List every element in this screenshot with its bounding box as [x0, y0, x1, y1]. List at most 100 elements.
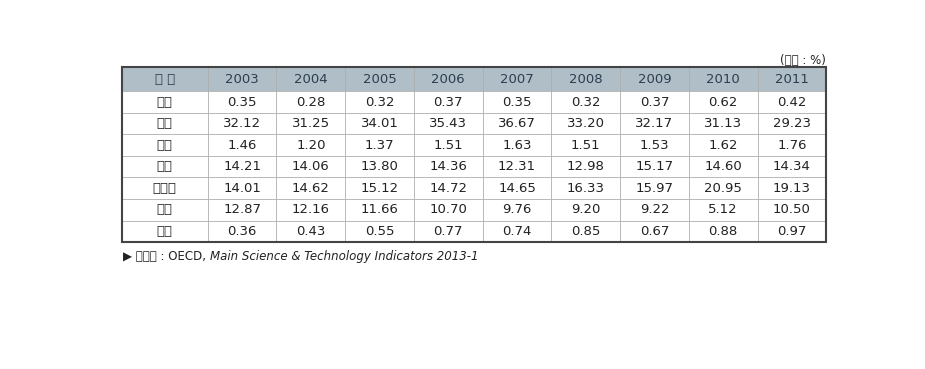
- Bar: [551, 68, 620, 91]
- Text: 36.67: 36.67: [498, 117, 536, 130]
- Text: 영국: 영국: [156, 203, 173, 216]
- Bar: [277, 91, 345, 113]
- Bar: [620, 68, 689, 91]
- Text: 15.17: 15.17: [635, 160, 673, 173]
- Text: 0.43: 0.43: [296, 225, 326, 238]
- Bar: [122, 177, 208, 199]
- Text: 31.25: 31.25: [291, 117, 330, 130]
- Bar: [689, 156, 758, 177]
- Bar: [758, 91, 826, 113]
- Text: 12.87: 12.87: [223, 203, 261, 216]
- Text: 2006: 2006: [431, 73, 465, 86]
- Text: 16.33: 16.33: [567, 182, 605, 195]
- Text: 33.20: 33.20: [567, 117, 605, 130]
- Bar: [345, 134, 413, 156]
- Bar: [551, 177, 620, 199]
- Text: 11.66: 11.66: [361, 203, 399, 216]
- Text: 9.20: 9.20: [571, 203, 600, 216]
- Bar: [620, 156, 689, 177]
- Bar: [483, 177, 551, 199]
- Bar: [483, 199, 551, 221]
- Bar: [483, 91, 551, 113]
- Bar: [413, 91, 483, 113]
- Text: 2010: 2010: [707, 73, 740, 86]
- Bar: [620, 177, 689, 199]
- Text: 12.31: 12.31: [498, 160, 536, 173]
- Text: 1.63: 1.63: [502, 139, 532, 152]
- Bar: [208, 177, 277, 199]
- Text: 0.67: 0.67: [640, 225, 669, 238]
- Text: 32.12: 32.12: [223, 117, 261, 130]
- Bar: [689, 177, 758, 199]
- Text: 29.23: 29.23: [773, 117, 811, 130]
- Text: 20.95: 20.95: [704, 182, 742, 195]
- Text: 10.70: 10.70: [429, 203, 467, 216]
- Text: 0.35: 0.35: [502, 96, 532, 108]
- Bar: [620, 113, 689, 134]
- Bar: [413, 221, 483, 242]
- Text: 0.88: 0.88: [709, 225, 738, 238]
- Text: 1.37: 1.37: [364, 139, 394, 152]
- Bar: [620, 199, 689, 221]
- Bar: [122, 68, 826, 242]
- Bar: [277, 199, 345, 221]
- Bar: [413, 199, 483, 221]
- Text: 0.28: 0.28: [296, 96, 326, 108]
- Bar: [345, 199, 413, 221]
- Bar: [277, 68, 345, 91]
- Bar: [483, 113, 551, 134]
- Bar: [689, 68, 758, 91]
- Bar: [758, 134, 826, 156]
- Text: 0.97: 0.97: [777, 225, 807, 238]
- Bar: [758, 68, 826, 91]
- Bar: [345, 113, 413, 134]
- Bar: [277, 177, 345, 199]
- Text: 5.12: 5.12: [709, 203, 738, 216]
- Text: 0.37: 0.37: [640, 96, 669, 108]
- Text: 2011: 2011: [775, 73, 808, 86]
- Bar: [122, 199, 208, 221]
- Bar: [122, 113, 208, 134]
- Bar: [122, 91, 208, 113]
- Bar: [208, 156, 277, 177]
- Bar: [483, 221, 551, 242]
- Text: 중국: 중국: [156, 225, 173, 238]
- Text: 2004: 2004: [294, 73, 327, 86]
- Bar: [208, 134, 277, 156]
- Bar: [345, 221, 413, 242]
- Text: 2008: 2008: [569, 73, 602, 86]
- Text: 1.51: 1.51: [571, 139, 600, 152]
- Text: 1.20: 1.20: [296, 139, 326, 152]
- Text: 0.32: 0.32: [571, 96, 600, 108]
- Bar: [483, 68, 551, 91]
- Text: 0.77: 0.77: [434, 225, 463, 238]
- Text: 14.62: 14.62: [292, 182, 330, 195]
- Bar: [483, 134, 551, 156]
- Bar: [551, 134, 620, 156]
- Text: 1.51: 1.51: [434, 139, 463, 152]
- Bar: [208, 221, 277, 242]
- Bar: [277, 113, 345, 134]
- Text: 14.01: 14.01: [223, 182, 261, 195]
- Text: 0.36: 0.36: [228, 225, 257, 238]
- Text: 2003: 2003: [225, 73, 259, 86]
- Text: 31.13: 31.13: [704, 117, 742, 130]
- Text: 0.62: 0.62: [709, 96, 738, 108]
- Text: 1.53: 1.53: [640, 139, 670, 152]
- Bar: [208, 199, 277, 221]
- Text: (단위 : %): (단위 : %): [781, 54, 826, 66]
- Bar: [413, 68, 483, 91]
- Text: 프랑스: 프랑스: [153, 182, 177, 195]
- Bar: [413, 134, 483, 156]
- Bar: [122, 134, 208, 156]
- Text: 14.65: 14.65: [498, 182, 536, 195]
- Text: 19.13: 19.13: [773, 182, 811, 195]
- Bar: [277, 156, 345, 177]
- Bar: [689, 134, 758, 156]
- Bar: [277, 221, 345, 242]
- Bar: [345, 177, 413, 199]
- Bar: [208, 113, 277, 134]
- Text: 1.62: 1.62: [709, 139, 738, 152]
- Text: 32.17: 32.17: [635, 117, 673, 130]
- Text: 0.32: 0.32: [364, 96, 394, 108]
